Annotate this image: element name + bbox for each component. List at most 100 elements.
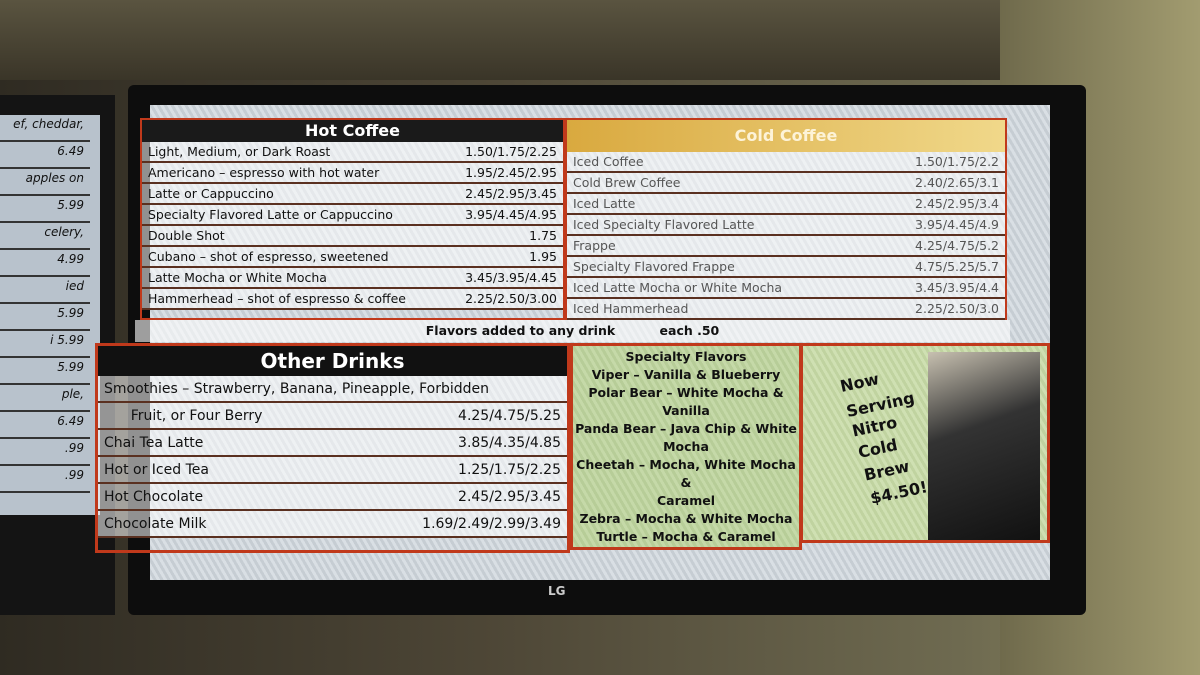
specialty-flavor-line: Mocha xyxy=(663,439,709,454)
item-name: Hot or Iced Tea xyxy=(104,462,209,478)
other-drinks-title: Other Drinks xyxy=(98,346,567,376)
item-name: Americano – espresso with hot water xyxy=(148,165,380,180)
menu-row: Latte Mocha or White Mocha 3.45/3.95/4.45 xyxy=(142,268,563,289)
specialty-flavor-line: Viper – Vanilla & Blueberry xyxy=(591,367,781,382)
item-price: 3.85/4.35/4.85 xyxy=(458,435,561,451)
menu-row: Cold Brew Coffee 2.40/2.65/3.1 xyxy=(567,173,1005,194)
item-price: 1.25/1.75/2.25 xyxy=(458,462,561,478)
menu-row: Chocolate Milk 1.69/2.49/2.99/3.49 xyxy=(98,511,567,538)
left-menu-text: 6.49 xyxy=(0,412,90,439)
item-name: Light, Medium, or Dark Roast xyxy=(148,144,331,159)
item-name: Latte or Cappuccino xyxy=(148,186,274,201)
menu-row: Hot or Iced Tea 1.25/1.75/2.25 xyxy=(98,457,567,484)
left-menu-text: .99 xyxy=(0,439,90,466)
flavors-note: Flavors added to any drink each .50 xyxy=(135,320,1010,342)
item-name: Cubano – shot of espresso, sweetened xyxy=(148,249,389,264)
left-menu-text: 5.99 xyxy=(0,196,90,223)
item-price: 1.50/1.75/2.25 xyxy=(465,144,557,159)
left-menu-text: ied xyxy=(0,277,90,304)
menu-row: Light, Medium, or Dark Roast 1.50/1.75/2.… xyxy=(142,142,563,163)
flavors-note-text: Flavors added to any drink xyxy=(425,323,616,338)
left-menu-text: .99 xyxy=(0,466,90,493)
item-price: 2.40/2.65/3.1 xyxy=(915,175,999,190)
left-menu-text: i 5.99 xyxy=(0,331,90,358)
specialty-flavor-line: Polar Bear – White Mocha & xyxy=(588,385,784,400)
specialty-flavors-section: Specialty Flavors Viper – Vanilla & Blueb… xyxy=(570,343,802,550)
left-menu-text: 4.99 xyxy=(0,250,90,277)
menu-row: Americano – espresso with hot water 1.95/… xyxy=(142,163,563,184)
menu-row: Double Shot 1.75 xyxy=(142,226,563,247)
item-name: Chocolate Milk xyxy=(104,516,207,532)
left-menu-text: 5.99 xyxy=(0,358,90,385)
item-price: 2.25/2.50/3.0 xyxy=(915,301,999,316)
item-price: 4.25/4.75/5.2 xyxy=(915,238,999,253)
menu-row: Hot Chocolate 2.45/2.95/3.45 xyxy=(98,484,567,511)
item-name: Iced Coffee xyxy=(573,154,644,169)
menu-row: Iced Hammerhead 2.25/2.50/3.0 xyxy=(567,299,1005,320)
item-name: Double Shot xyxy=(148,228,225,243)
menu-row: Hammerhead – shot of espresso & coffee 2.… xyxy=(142,289,563,310)
menu-row: Latte or Cappuccino 2.45/2.95/3.45 xyxy=(142,184,563,205)
item-price: 3.95/4.45/4.9 xyxy=(915,217,999,232)
menu-row: Specialty Flavored Frappe 4.75/5.25/5.7 xyxy=(567,257,1005,278)
item-price: 3.95/4.45/4.95 xyxy=(465,207,557,222)
item-price: 1.50/1.75/2.2 xyxy=(915,154,999,169)
item-name: Smoothies – Strawberry, Banana, Pineappl… xyxy=(104,381,489,397)
left-menu-text: 6.49 xyxy=(0,142,90,169)
specialty-flavor-line: Panda Bear – Java Chip & White xyxy=(575,421,797,436)
menu-row: Iced Specialty Flavored Latte 3.95/4.45/4… xyxy=(567,215,1005,236)
left-menu-text: ple, xyxy=(0,385,90,412)
left-menu-text: 5.99 xyxy=(0,304,90,331)
menu-row: Cubano – shot of espresso, sweetened 1.95 xyxy=(142,247,563,268)
item-name: Fruit, or Four Berry xyxy=(104,408,263,424)
item-price: 1.75 xyxy=(529,228,557,243)
nitro-tap-photo xyxy=(928,352,1040,540)
left-menu-text: ef, cheddar, xyxy=(0,115,90,142)
cold-coffee-title: Cold Coffee xyxy=(567,120,1005,152)
item-name: Hammerhead – shot of espresso & coffee xyxy=(148,291,406,306)
item-name: Latte Mocha or White Mocha xyxy=(148,270,327,285)
menu-row: Smoothies – Strawberry, Banana, Pineappl… xyxy=(98,376,567,403)
hot-coffee-title: Hot Coffee xyxy=(142,120,563,142)
specialty-flavor-line: Caramel xyxy=(657,493,715,508)
item-price: 3.45/3.95/4.45 xyxy=(465,270,557,285)
item-price: 2.45/2.95/3.45 xyxy=(458,489,561,505)
tv-brand-logo: LG xyxy=(548,584,566,598)
item-price: 4.75/5.25/5.7 xyxy=(915,259,999,274)
item-price: 3.45/3.95/4.4 xyxy=(915,280,999,295)
specialty-flavor-line: Vanilla xyxy=(662,403,710,418)
item-name: Specialty Flavored Latte or Cappuccino xyxy=(148,207,393,222)
item-price: 1.95/2.45/2.95 xyxy=(465,165,557,180)
item-name: Chai Tea Latte xyxy=(104,435,204,451)
item-name: Cold Brew Coffee xyxy=(573,175,681,190)
item-price: 2.25/2.50/3.00 xyxy=(465,291,557,306)
specialty-flavor-line: Zebra – Mocha & White Mocha xyxy=(579,511,793,526)
menu-row: Specialty Flavored Latte or Cappuccino 3.… xyxy=(142,205,563,226)
specialty-flavor-line: Turtle – Mocha & Caramel xyxy=(596,529,776,544)
menu-row: Iced Latte 2.45/2.95/3.4 xyxy=(567,194,1005,215)
item-price: 4.25/4.75/5.25 xyxy=(458,408,561,424)
menu-row: Chai Tea Latte 3.85/4.35/4.85 xyxy=(98,430,567,457)
menu-row: Iced Latte Mocha or White Mocha 3.45/3.95… xyxy=(567,278,1005,299)
item-price: 1.95 xyxy=(529,249,557,264)
cold-coffee-section: Cold Coffee Iced Coffee 1.50/1.75/2.2 Cold… xyxy=(565,118,1007,320)
menu-row: Fruit, or Four Berry 4.25/4.75/5.25 xyxy=(98,403,567,430)
item-name: Iced Hammerhead xyxy=(573,301,689,316)
item-price: 1.69/2.49/2.99/3.49 xyxy=(422,516,561,532)
left-menu-text: celery, xyxy=(0,223,90,250)
hot-coffee-section: Hot Coffee Light, Medium, or Dark Roast 1… xyxy=(140,118,565,320)
item-name: Frappe xyxy=(573,238,616,253)
specialty-flavor-line: Specialty Flavors xyxy=(625,349,747,364)
item-price: 2.45/2.95/3.4 xyxy=(915,196,999,211)
item-price: 2.45/2.95/3.45 xyxy=(465,186,557,201)
item-name: Iced Specialty Flavored Latte xyxy=(573,217,755,232)
left-menu-text: apples on xyxy=(0,169,90,196)
item-name: Iced Latte xyxy=(573,196,636,211)
item-name: Specialty Flavored Frappe xyxy=(573,259,735,274)
other-drinks-section: Other Drinks Smoothies – Strawberry, Ban… xyxy=(95,343,570,553)
item-name: Hot Chocolate xyxy=(104,489,204,505)
flavors-note-price: each .50 xyxy=(659,323,720,338)
menu-row: Frappe 4.25/4.75/5.2 xyxy=(567,236,1005,257)
menu-row: Iced Coffee 1.50/1.75/2.2 xyxy=(567,152,1005,173)
item-name: Iced Latte Mocha or White Mocha xyxy=(573,280,783,295)
